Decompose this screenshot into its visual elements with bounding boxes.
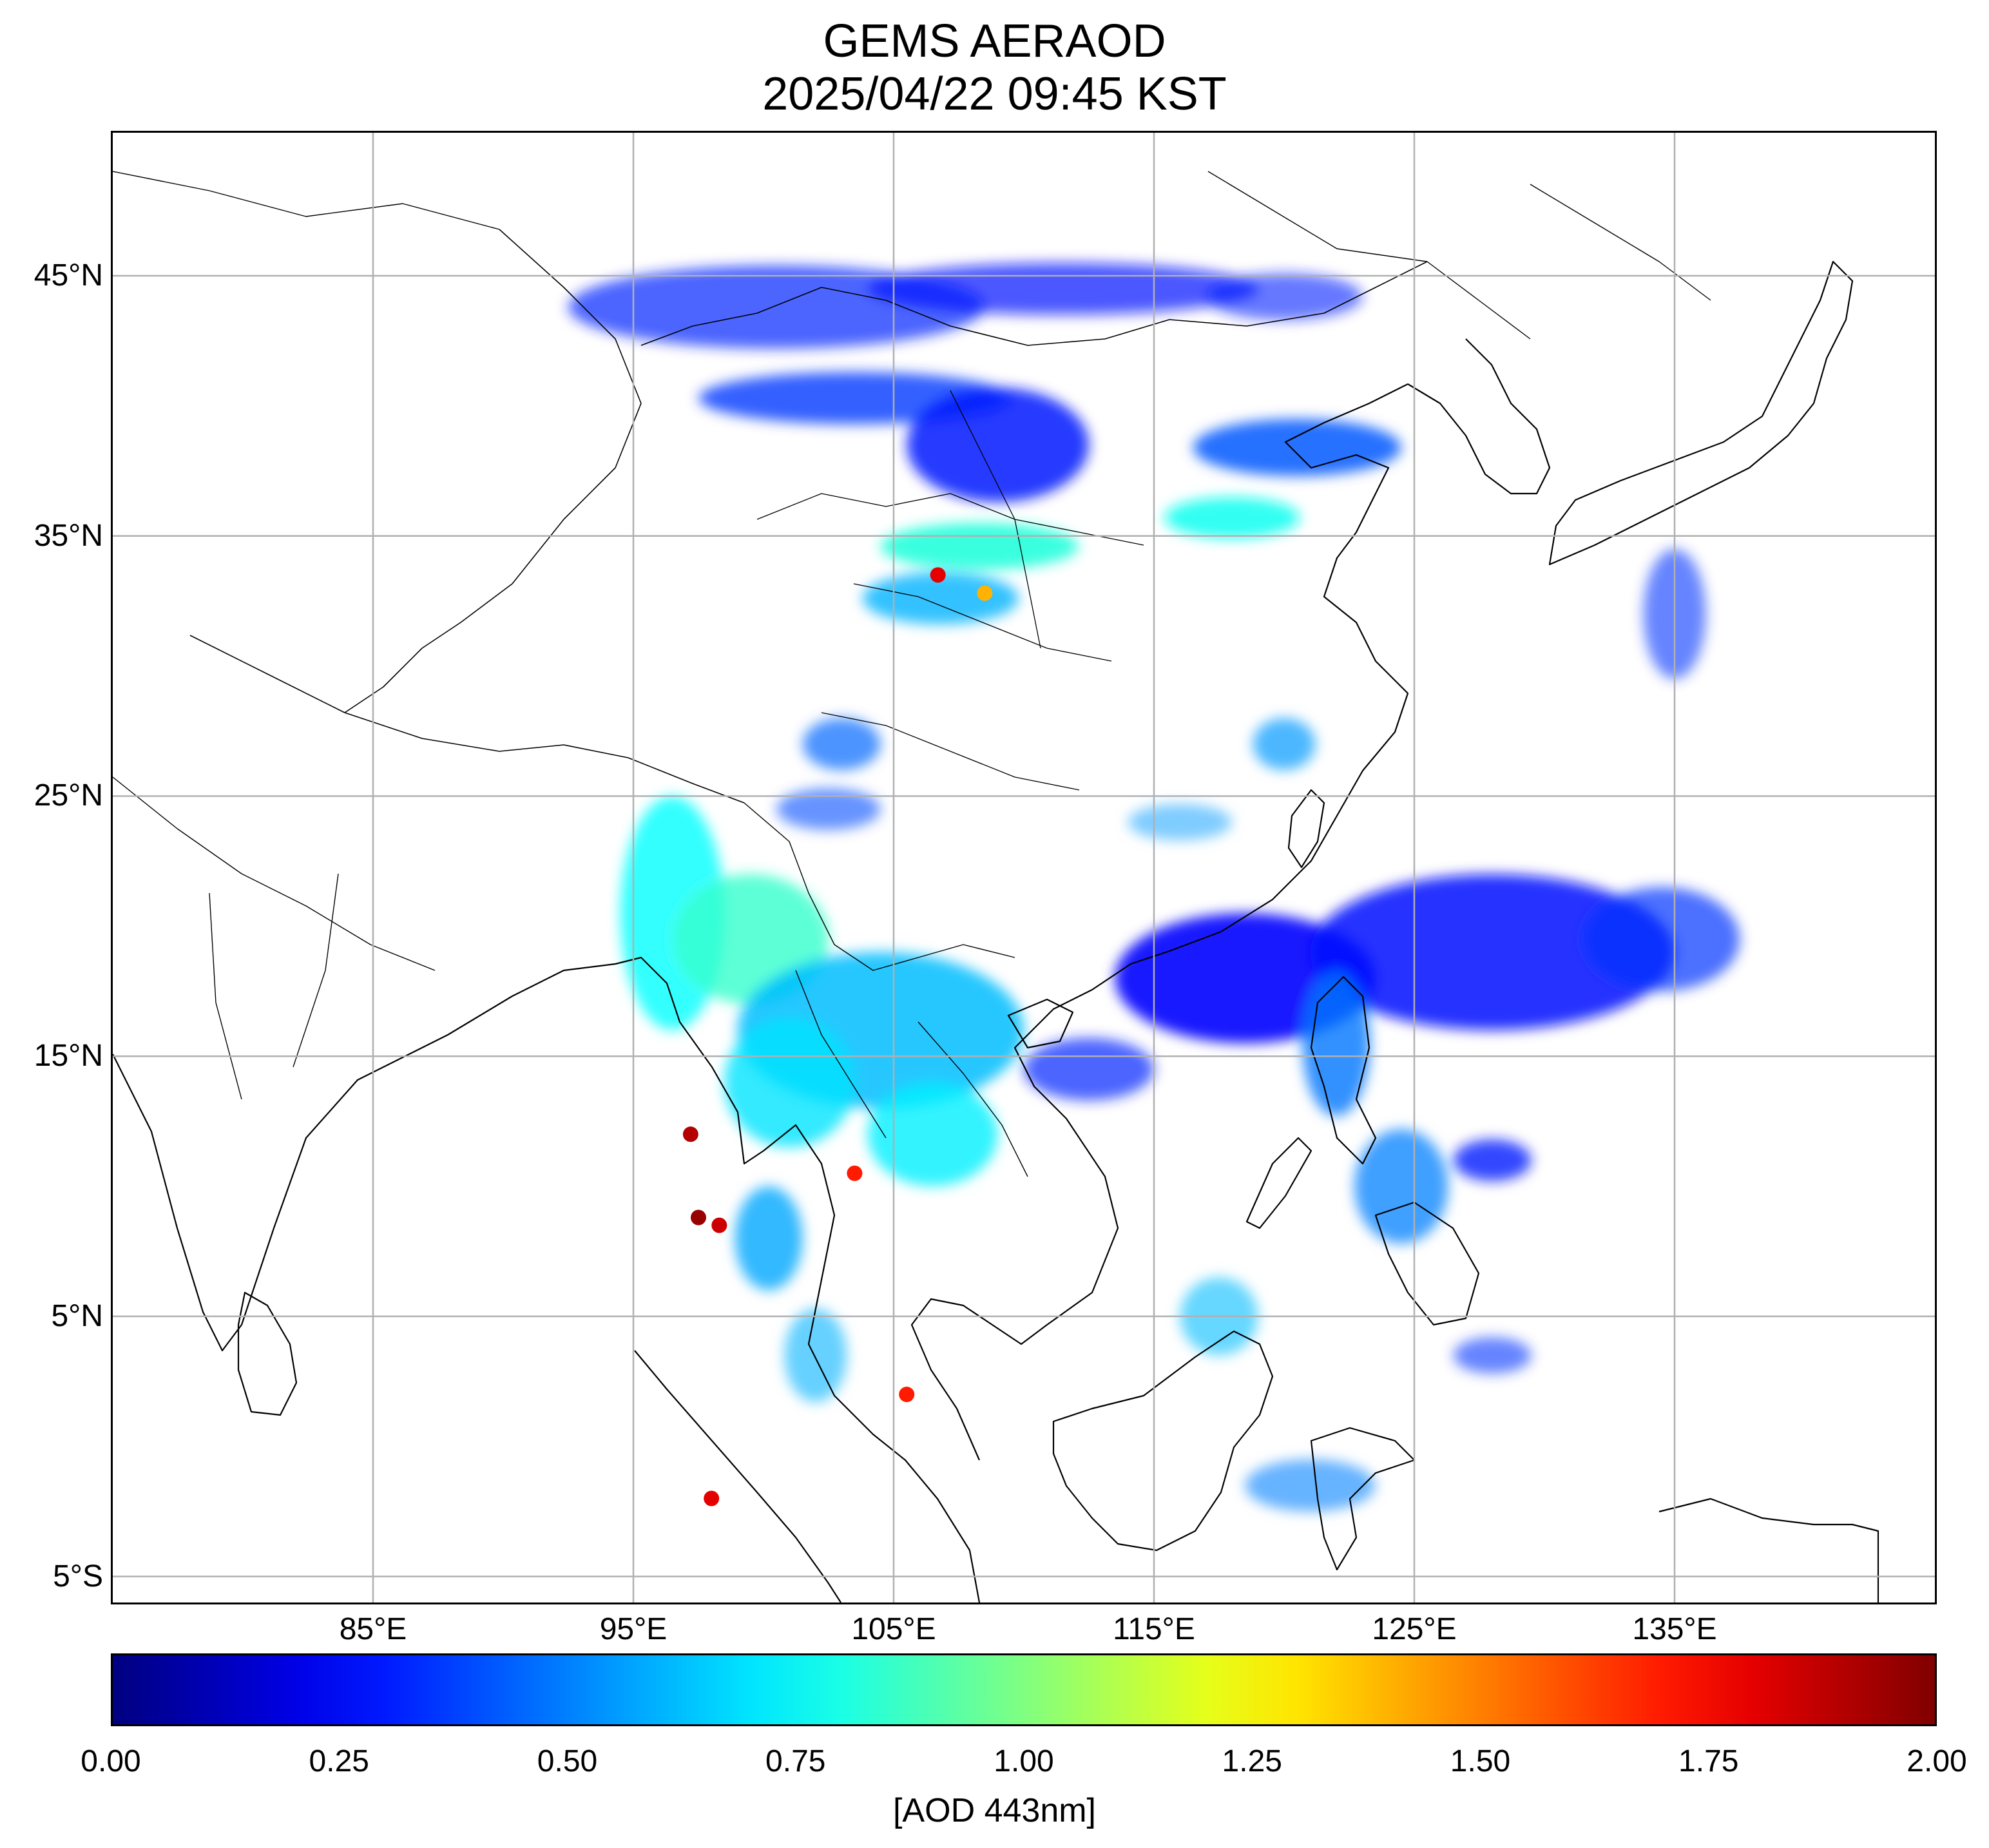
border-china-mongolia [640, 261, 1428, 346]
lat-tick-label: 5°S [53, 1559, 103, 1593]
aod-region-9 [802, 718, 881, 771]
border-indochina [744, 802, 1028, 1177]
colorbar-tick-label: 0.50 [537, 1744, 598, 1778]
aod-hotspot-0 [691, 1209, 706, 1226]
aod-hotspot-6 [704, 1490, 720, 1506]
coast-sri-lanka [237, 1291, 298, 1416]
aod-region-21 [1310, 874, 1675, 1030]
aod-region-6 [1164, 497, 1300, 539]
coast-new-guinea [1658, 1497, 1879, 1603]
coast-taiwan [1287, 789, 1325, 869]
aod-hotspot-4 [977, 585, 993, 601]
aod-hotspot-2 [682, 1126, 698, 1142]
aod-field [568, 262, 1740, 1512]
graticule [113, 133, 1935, 1603]
coast-sumatra [634, 1350, 841, 1603]
lat-tick-label: 35°N [34, 518, 103, 553]
map-subtitle: 2025/04/22 09:45 KST [762, 68, 1227, 120]
colorbar-tick-label: 2.00 [1907, 1744, 1967, 1778]
colorbar-tick-label: 1.50 [1450, 1744, 1511, 1778]
lat-tick-label: 15°N [34, 1039, 103, 1073]
coast-luzon [1310, 976, 1377, 1165]
coastlines [113, 171, 1879, 1603]
colorbar-tick-label: 1.75 [1678, 1744, 1739, 1778]
coast-korea [1407, 338, 1551, 495]
map-title: GEMS AERAOD [823, 15, 1166, 67]
aod-region-11 [1253, 718, 1316, 771]
aod-region-5 [1193, 419, 1401, 476]
border-himalaya [189, 635, 745, 804]
aod-region-12 [1128, 804, 1233, 841]
coast-borneo [1052, 1330, 1274, 1552]
aod-hotspot-3 [847, 1165, 863, 1181]
coast-india [113, 963, 616, 1352]
colorbar [111, 1653, 1937, 1726]
coast-hainan [1007, 998, 1074, 1049]
lon-tick-label: 135°E [1632, 1612, 1717, 1646]
colorbar-tick-label: 0.75 [765, 1744, 826, 1778]
aod-hotspot-5 [930, 567, 946, 583]
coast-china [1169, 383, 1409, 952]
lon-tick-label: 105°E [851, 1612, 936, 1646]
aod-hotspot-7 [899, 1387, 915, 1403]
border-china-interior [756, 390, 1144, 791]
lon-tick-label: 115°E [1113, 1612, 1195, 1646]
colorbar-tick-label: 1.00 [994, 1744, 1054, 1778]
aod-region-26 [1453, 1139, 1532, 1181]
coast-indochina [910, 950, 1170, 1461]
colorbar-tick-label: 0.25 [309, 1744, 369, 1778]
map-area [111, 131, 1937, 1604]
aod-region-4 [907, 387, 1089, 503]
aod-region-23 [1024, 1037, 1154, 1101]
aod-region-1 [867, 262, 1258, 315]
lat-tick-label: 45°N [34, 258, 103, 293]
aod-hotspots [682, 567, 993, 1506]
coast-palawan [1245, 1137, 1312, 1229]
aod-region-2 [1206, 273, 1363, 320]
lat-tick-label: 25°N [34, 778, 103, 813]
aod-region-7 [880, 523, 1079, 570]
border-india-interior [113, 776, 436, 1100]
coast-sulawesi [1310, 1427, 1416, 1571]
lon-tick-label: 125°E [1372, 1612, 1457, 1646]
coast-japan [1548, 260, 1854, 566]
aod-region-25 [1354, 1129, 1448, 1244]
coast-mindanao [1374, 1201, 1480, 1326]
aod-region-10 [776, 788, 881, 830]
border-russia [113, 171, 1711, 340]
aod-region-19 [784, 1308, 847, 1403]
aod-region-18 [735, 1186, 803, 1291]
aod-region-28 [1245, 1459, 1376, 1512]
colorbar-tick-label: 1.25 [1222, 1744, 1282, 1778]
aod-region-29 [1453, 1337, 1532, 1374]
aod-region-24 [1302, 970, 1370, 1117]
colorbar-label: [AOD 443nm] [892, 1792, 1097, 1829]
lon-tick-label: 85°E [339, 1612, 407, 1646]
aod-region-8 [862, 572, 1019, 625]
aod-region-22 [1583, 887, 1740, 992]
aod-region-17 [867, 1082, 998, 1187]
colorbar-tick-label: 0.00 [81, 1744, 141, 1778]
aod-hotspot-1 [711, 1217, 727, 1233]
lat-tick-label: 5°N [51, 1298, 103, 1333]
lon-tick-label: 95°E [599, 1612, 668, 1646]
aod-region-16 [724, 1017, 855, 1148]
coast-myanmar [615, 956, 981, 1603]
border-china-west [344, 229, 642, 713]
